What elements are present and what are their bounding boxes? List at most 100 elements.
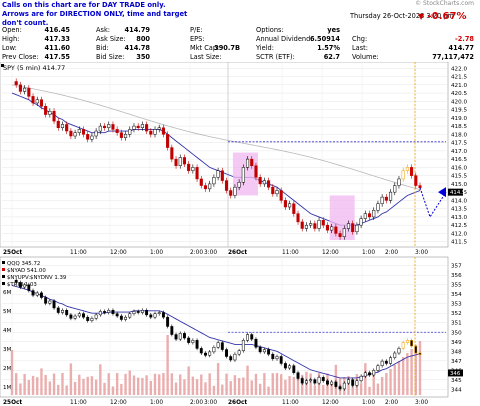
candle-body xyxy=(342,228,346,237)
volume-bar xyxy=(124,373,127,395)
legend-swatch xyxy=(2,275,5,278)
candle-body xyxy=(309,223,313,226)
qqq-candle-body xyxy=(313,379,317,384)
legend-entry: QQQ 345.72 xyxy=(7,261,40,267)
volume-bar xyxy=(271,373,274,395)
x-axis-label: 1:00 xyxy=(150,250,163,256)
price-tick-label: 422.0 xyxy=(451,66,467,72)
candle-body xyxy=(300,221,304,229)
qqq-candle-body xyxy=(326,380,329,385)
candle-body xyxy=(166,134,170,148)
price-tick-label: 419.5 xyxy=(451,108,467,114)
price-tick-label: 420.5 xyxy=(451,91,467,97)
candle-body xyxy=(174,158,178,166)
qqq-candle-body xyxy=(363,372,367,377)
candle-body xyxy=(351,223,355,233)
volume-bar xyxy=(267,386,270,395)
x-axis-label: 11:00 xyxy=(282,250,299,256)
candle-body xyxy=(73,132,77,137)
candle-body xyxy=(229,190,233,196)
volume-bar xyxy=(153,373,157,395)
volume-bar xyxy=(204,382,207,395)
volume-bar xyxy=(19,383,22,395)
candle-body xyxy=(191,167,195,171)
candle-body xyxy=(27,87,31,97)
volume-bar xyxy=(136,377,140,395)
qqq-candle-body xyxy=(183,333,186,339)
x-axis-label: 26Oct xyxy=(228,250,247,256)
volume-bar xyxy=(158,374,161,395)
candle-body xyxy=(233,186,237,196)
volume-bar xyxy=(284,379,287,395)
price-legend-swatch xyxy=(1,64,4,67)
candle-body xyxy=(102,125,107,129)
volume-bar xyxy=(191,376,195,395)
qqq-candle-body xyxy=(44,297,48,304)
qqq-candle-body xyxy=(61,309,64,313)
quote-label: Chg: xyxy=(352,35,368,43)
qqq-candle-body xyxy=(157,312,161,314)
candle-body xyxy=(111,124,115,130)
x-axis-label: 2:00 xyxy=(190,400,203,406)
qqq-candle-body xyxy=(355,380,359,386)
qqq-candle-body xyxy=(300,378,304,384)
qqq-candle-body xyxy=(161,312,165,318)
slow-moving-average xyxy=(11,84,421,191)
candle-body xyxy=(56,120,60,129)
legend-swatch xyxy=(2,268,5,271)
candle-body xyxy=(380,196,384,204)
volume-bar xyxy=(279,374,283,395)
volume-bar xyxy=(292,376,296,395)
qqq-tick-label: 354 xyxy=(451,292,462,298)
price-tick-label: 416.5 xyxy=(451,157,467,163)
x-axis-label: 2:00 xyxy=(190,250,203,256)
volume-bar xyxy=(309,373,312,395)
volume-bar xyxy=(78,374,81,395)
price-tick-label: 417.0 xyxy=(451,149,467,155)
quote-value: 414.78 xyxy=(124,44,150,52)
volume-bar xyxy=(73,381,77,395)
volume-bar xyxy=(242,377,245,395)
volume-bar xyxy=(183,379,186,395)
qqq-candle-body xyxy=(414,345,418,354)
qqq-candle-body xyxy=(317,377,321,384)
candle-body xyxy=(145,124,149,132)
volume-bar xyxy=(44,374,47,395)
candle-body xyxy=(178,157,182,166)
quote-label: Ask: xyxy=(96,26,110,34)
x-axis-label: 11:00 xyxy=(70,400,87,406)
qqq-candle-body xyxy=(199,348,203,354)
candle-body xyxy=(271,186,275,195)
quote-label: Volume: xyxy=(352,53,379,61)
candle-body xyxy=(216,170,220,178)
candle-body xyxy=(161,127,165,135)
candle-body xyxy=(128,129,132,135)
volume-bar xyxy=(263,373,266,395)
volume-bar xyxy=(90,376,94,395)
qqq-candle-body xyxy=(401,342,405,349)
qqq-candle-body xyxy=(178,333,182,340)
quote-value: 62.7 xyxy=(323,53,340,61)
qqq-tick-label: 344 xyxy=(451,387,462,393)
candle-body xyxy=(304,224,308,229)
candle-body xyxy=(212,177,216,185)
volume-bar xyxy=(364,363,367,395)
qqq-candle-body xyxy=(246,334,249,341)
volume-bar xyxy=(225,373,228,395)
qqq-candle-body xyxy=(39,292,43,298)
quote-value: 414.79 xyxy=(124,26,150,34)
quote-value: 411.60 xyxy=(44,44,70,52)
quote-label: Annual Dividend: xyxy=(256,35,313,43)
price-axis-ticks: 422.0 421.5 421.0 420.5 420.0 419.5 419.0 418.5… xyxy=(451,66,467,245)
candle-body xyxy=(124,134,128,138)
candle-body xyxy=(330,226,334,231)
qqq-candle-body xyxy=(372,370,376,376)
volume-bar xyxy=(120,383,123,395)
stockcharts-watermark: © StockCharts.com xyxy=(415,0,474,7)
volume-bar xyxy=(61,373,64,395)
qqq-candle-body xyxy=(288,365,292,369)
x-axis-label: 1:00 xyxy=(362,400,375,406)
quote-value: 390.7B xyxy=(214,44,240,52)
candle-body xyxy=(296,213,300,223)
